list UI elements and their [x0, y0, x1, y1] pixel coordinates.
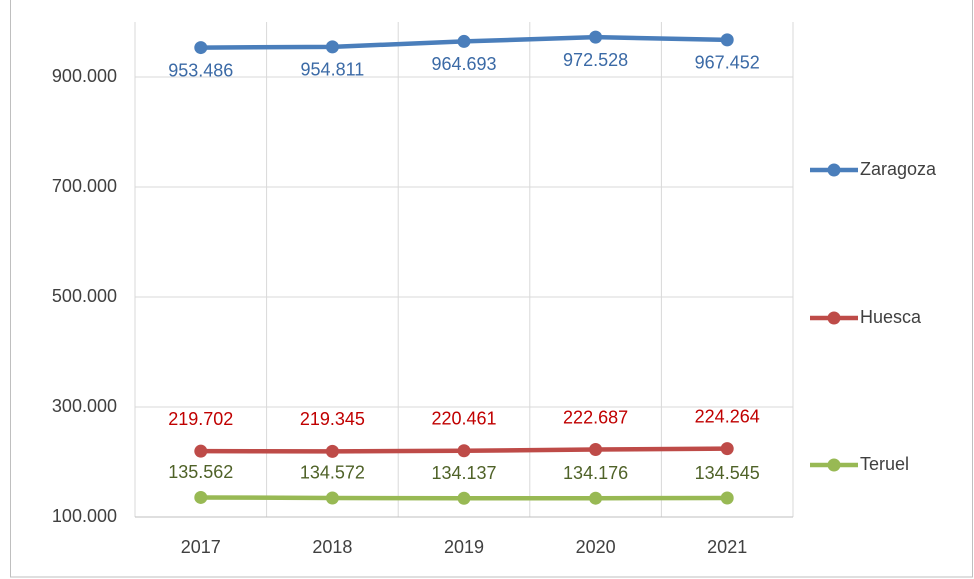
- data-point: [589, 491, 603, 505]
- data-label: 953.486: [168, 60, 233, 80]
- y-tick-label: 300.000: [52, 396, 117, 416]
- data-label: 219.345: [300, 409, 365, 429]
- data-label: 964.693: [431, 54, 496, 74]
- y-tick-label: 900.000: [52, 66, 117, 86]
- legend-label: Zaragoza: [860, 159, 937, 179]
- data-label: 222.687: [563, 407, 628, 427]
- data-label: 967.452: [695, 53, 760, 73]
- data-point: [720, 491, 734, 505]
- x-tick-label: 2020: [576, 537, 616, 557]
- data-label: 134.545: [695, 463, 760, 483]
- data-point: [589, 30, 603, 44]
- data-point: [325, 40, 339, 54]
- data-point: [457, 444, 471, 458]
- legend-marker: [827, 163, 841, 177]
- data-point: [589, 443, 603, 457]
- legend-marker: [827, 458, 841, 472]
- data-point: [194, 444, 208, 458]
- data-label: 972.528: [563, 50, 628, 70]
- data-point: [720, 442, 734, 456]
- data-label: 134.176: [563, 463, 628, 483]
- data-point: [325, 444, 339, 458]
- y-tick-label: 700.000: [52, 176, 117, 196]
- y-tick-label: 100.000: [52, 506, 117, 526]
- x-tick-label: 2017: [181, 537, 221, 557]
- data-point: [325, 491, 339, 505]
- x-tick-label: 2021: [707, 537, 747, 557]
- y-tick-label: 500.000: [52, 286, 117, 306]
- data-point: [194, 41, 208, 55]
- data-label: 135.562: [168, 462, 233, 482]
- data-label: 134.137: [431, 463, 496, 483]
- data-point: [457, 491, 471, 505]
- legend-label: Teruel: [860, 454, 909, 474]
- legend-marker: [827, 311, 841, 325]
- chart-border: [10, 0, 973, 578]
- data-label: 219.702: [168, 409, 233, 429]
- x-tick-label: 2019: [444, 537, 484, 557]
- data-label: 224.264: [695, 406, 760, 426]
- data-label: 134.572: [300, 463, 365, 483]
- data-point: [194, 490, 208, 504]
- data-label: 220.461: [431, 408, 496, 428]
- data-point: [720, 33, 734, 47]
- data-label: 954.811: [301, 60, 365, 80]
- legend-label: Huesca: [860, 307, 922, 327]
- x-tick-label: 2018: [312, 537, 352, 557]
- data-point: [457, 34, 471, 48]
